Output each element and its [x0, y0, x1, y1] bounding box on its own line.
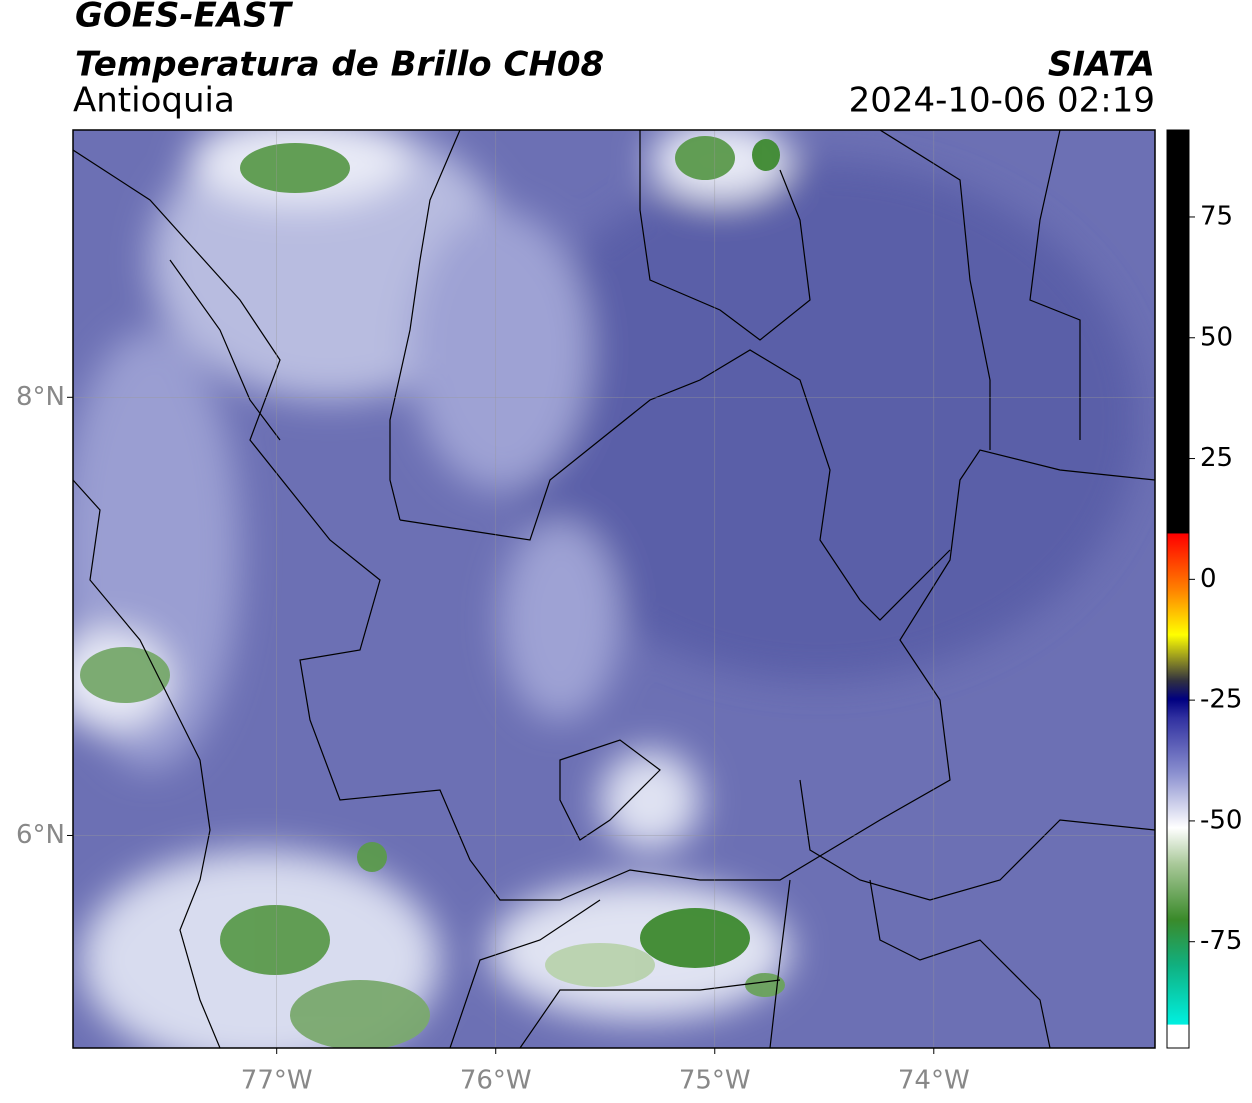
x-tick-label: 76°W — [460, 1066, 532, 1096]
y-tick-label: 6°N — [16, 820, 65, 850]
colorbar-label: -75 — [1200, 926, 1242, 956]
colorbar — [1166, 129, 1190, 1049]
map-frame — [72, 129, 1156, 1049]
title: GOES-EAST — [75, 0, 294, 36]
region: Antioquia — [73, 81, 235, 121]
colorbar-label: -50 — [1200, 805, 1242, 835]
x-tick-label: 74°W — [898, 1066, 970, 1096]
x-tick-label: 77°W — [241, 1066, 313, 1096]
colorbar-label: -25 — [1200, 685, 1242, 715]
colorbar-label: 50 — [1200, 322, 1233, 352]
colorbar-label: 25 — [1200, 443, 1233, 473]
subtitle: Temperatura de Brillo CH08 — [75, 45, 604, 85]
x-tick-label: 75°W — [679, 1066, 751, 1096]
source: SIATA — [1048, 45, 1155, 85]
satellite-image — [73, 130, 1155, 1048]
colorbar-label: 0 — [1200, 564, 1217, 594]
timestamp: 2024-10-06 02:19 — [849, 81, 1155, 121]
colorbar-label: 75 — [1200, 201, 1233, 231]
graticule — [73, 130, 1155, 1048]
y-tick-label: 8°N — [16, 382, 65, 412]
